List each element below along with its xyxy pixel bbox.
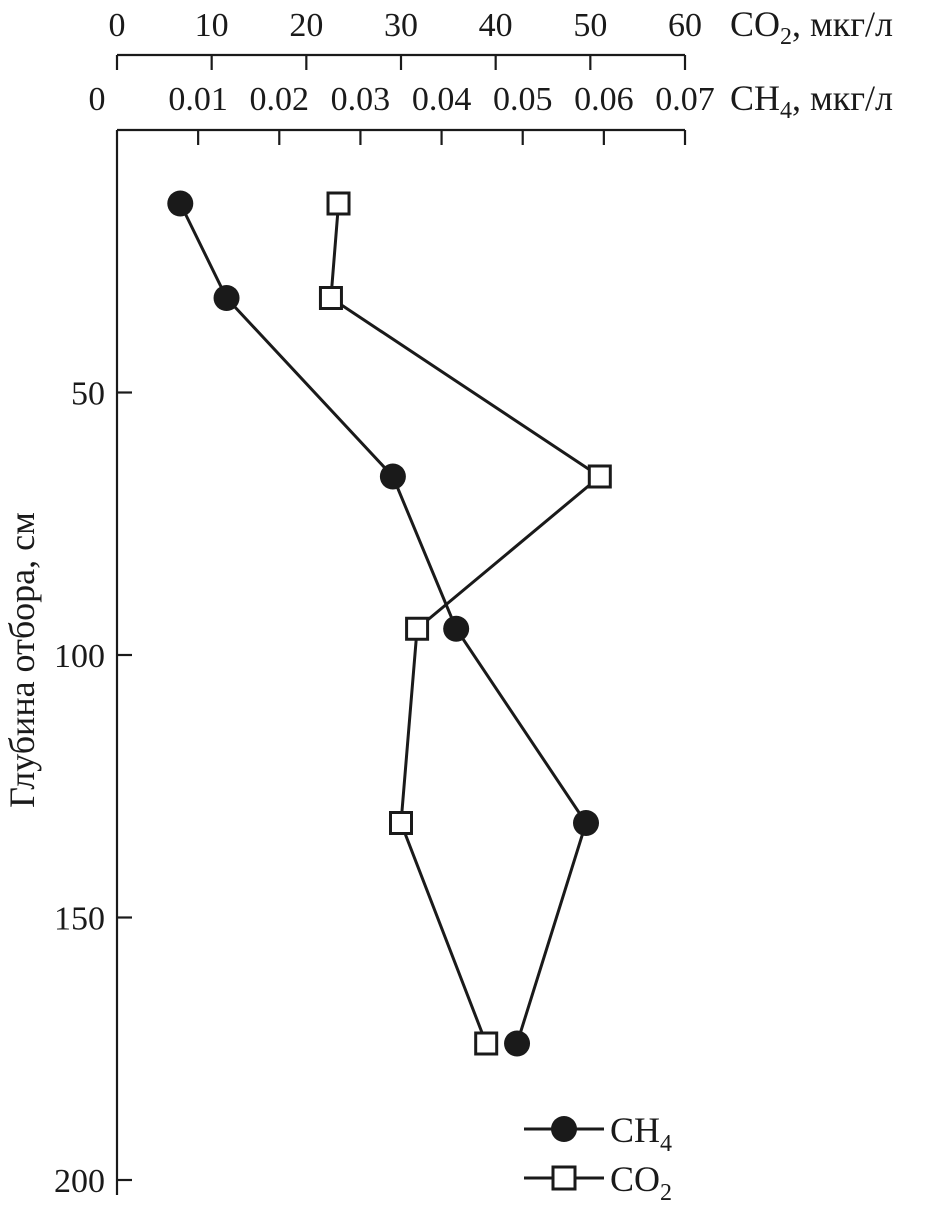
ch4-axis-title: CH4, мкг/л (730, 78, 893, 124)
ch4-tick-label: 0 (89, 81, 106, 118)
ch4-ticks: 0 0.01 0.02 0.03 0.04 0.05 0.06 0.07 (89, 81, 715, 145)
co2-tick-label: 50 (573, 7, 607, 44)
ch4-tick-label: 0.05 (493, 81, 553, 118)
data-point-ch4 (504, 1030, 531, 1057)
depth-tick-label: 200 (54, 1163, 105, 1200)
co2-tick-label: 0 (109, 7, 126, 44)
data-point-ch4 (573, 810, 600, 836)
ch4-axis: 0 0.01 0.02 0.03 0.04 0.05 0.06 0.07 CH4, мкг/л (89, 78, 893, 145)
co2-axis: 0 10 20 30 40 50 60 CO2, мкг/л (109, 4, 893, 70)
ch4-tick-label: 0.01 (168, 81, 228, 118)
series-layer (167, 190, 612, 1057)
legend-ch4-label: CH4 (610, 1110, 672, 1157)
co2-axis-title: CO2, мкг/л (730, 4, 893, 50)
co2-tick-label: 10 (195, 7, 229, 44)
depth-axis: 50 100 150 200 Глубина отбора, см (2, 130, 132, 1200)
data-point-ch4 (213, 285, 240, 311)
legend: CH4 CO2 (524, 1110, 672, 1206)
data-point-co2 (326, 191, 351, 216)
data-point-ch4 (167, 190, 194, 217)
series-line-co2 (329, 203, 603, 1045)
data-point-co2 (474, 1031, 499, 1056)
co2-ticks: 0 10 20 30 40 50 60 (109, 7, 702, 70)
depth-ticks: 50 100 150 200 (54, 376, 132, 1200)
series-line-ch4 (178, 202, 588, 1044)
ch4-tick-label: 0.04 (412, 81, 472, 118)
co2-tick-label: 40 (479, 7, 513, 44)
legend-item-co2: CO2 (524, 1159, 672, 1206)
legend-co2-label: CO2 (610, 1159, 672, 1206)
legend-co2-marker (551, 1165, 577, 1191)
ch4-tick-label: 0.03 (331, 81, 391, 118)
co2-tick-label: 30 (384, 7, 418, 44)
depth-tick-label: 100 (54, 638, 105, 675)
data-point-ch4 (379, 463, 406, 490)
depth-tick-label: 50 (71, 376, 105, 413)
depth-axis-title: Глубина отбора, см (2, 512, 42, 808)
ch4-tick-label: 0.02 (250, 81, 310, 118)
legend-ch4-marker (551, 1116, 577, 1142)
data-point-co2 (405, 616, 430, 641)
co2-tick-label: 20 (289, 7, 323, 44)
data-point-co2 (318, 286, 343, 310)
co2-tick-label: 60 (668, 7, 702, 44)
legend-item-ch4: CH4 (524, 1110, 672, 1157)
ch4-tick-label: 0.07 (655, 81, 715, 118)
data-point-co2 (389, 811, 413, 835)
ch4-tick-label: 0.06 (574, 81, 634, 118)
depth-tick-label: 150 (54, 901, 105, 938)
data-point-co2 (587, 464, 612, 489)
data-point-ch4 (443, 615, 470, 642)
